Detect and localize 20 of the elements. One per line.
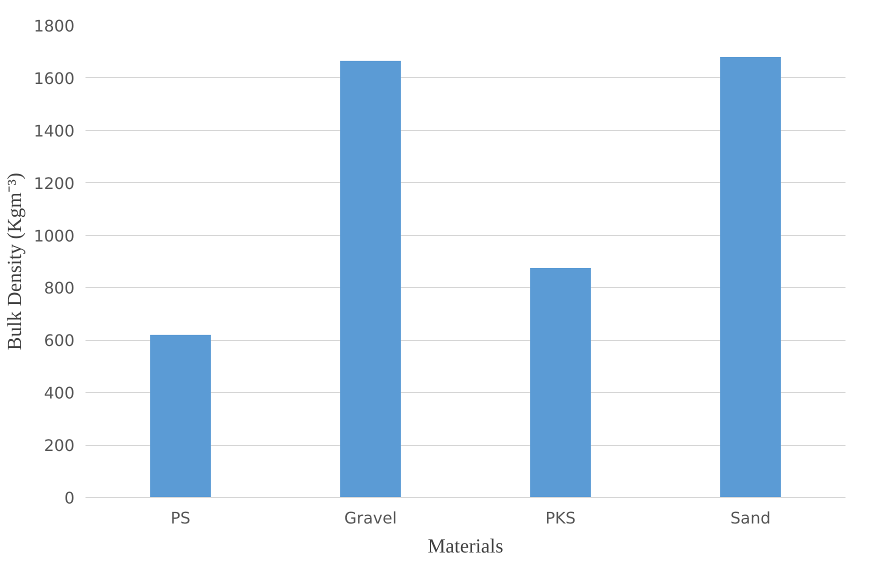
x-tick-label: PKS: [545, 508, 576, 528]
bar: [340, 60, 401, 498]
y-tick-label: 1600: [34, 68, 74, 88]
x-tick-label: PS: [170, 508, 190, 528]
x-tick-label: Gravel: [344, 508, 397, 528]
y-tick-label: 1800: [34, 16, 74, 36]
bar: [720, 56, 781, 498]
x-axis-title: Materials: [428, 536, 504, 558]
y-tick-label: 600: [44, 331, 75, 350]
bar: [530, 268, 591, 498]
y-tick-label: 1200: [34, 174, 74, 193]
y-tick-label: 1000: [34, 226, 74, 246]
y-tick-label: 800: [44, 278, 75, 298]
y-tick-label: 1400: [34, 121, 74, 140]
y-tick-label: 400: [44, 384, 75, 403]
y-axis-title: Bulk Density (Kgm⁻³): [4, 172, 26, 350]
y-tick-label: 0: [64, 488, 75, 508]
y-tick-label: 200: [44, 436, 75, 456]
bar: [150, 334, 211, 498]
x-tick-label: Sand: [730, 508, 771, 528]
